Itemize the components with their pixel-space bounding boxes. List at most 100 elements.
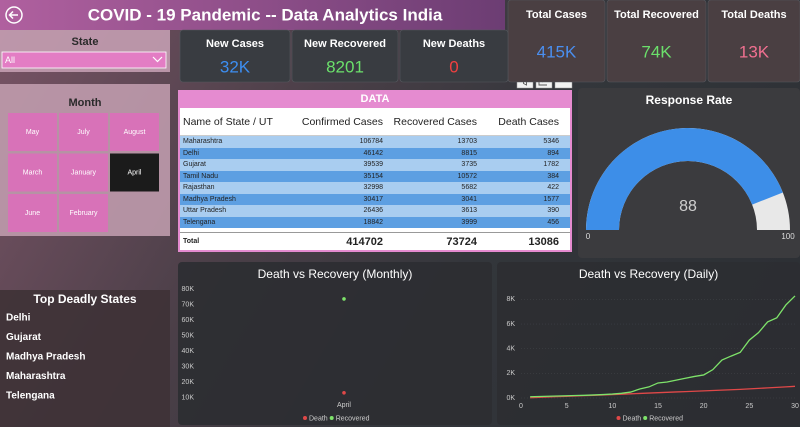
gauge-max: 100: [781, 232, 795, 241]
state-item: Delhi: [6, 313, 31, 324]
column-header: Recovered Cases: [393, 115, 477, 128]
table-cell: Tamil Nadu: [183, 172, 219, 180]
legend-label: Recovered: [649, 415, 683, 422]
month-label: March: [23, 169, 43, 176]
card-value: 13K: [739, 42, 770, 61]
table-row: Gujarat 39539 3735 1782: [180, 159, 570, 171]
table-cell: 422: [547, 184, 559, 192]
chart-panel: [178, 262, 492, 425]
table-cell: 3999: [461, 218, 477, 226]
y-tick-label: 6K: [506, 321, 515, 328]
card-label: Total Cases: [526, 9, 587, 21]
card: [291, 29, 399, 83]
table-cell: 106784: [359, 138, 383, 146]
month-button[interactable]: [59, 153, 108, 192]
x-tick-label: 0: [519, 403, 523, 410]
table-cell: 13703: [457, 138, 477, 146]
table-cell: 18842: [363, 218, 383, 226]
chart-panel: [497, 262, 800, 425]
header-bar: [0, 0, 505, 30]
table-body: Maharashtra 106784 13703 5346 Delhi 46142 8815…: [180, 136, 570, 232]
month-button[interactable]: [8, 194, 57, 232]
y-tick-label: 50K: [182, 332, 195, 339]
table-row: Uttar Pradesh 26436 3613 390: [180, 205, 570, 217]
month-button[interactable]: [110, 113, 159, 151]
month-label: July: [77, 129, 90, 136]
legend-label: Death: [309, 415, 328, 422]
card-label: New Deaths: [423, 38, 485, 50]
chart-title: Death vs Recovery (Monthly): [258, 267, 413, 281]
top-states-panel: [0, 290, 170, 427]
table-cell: 390: [547, 207, 559, 215]
table-row: Rajasthan 32998 5682 422: [180, 182, 570, 194]
legend-swatch: [303, 416, 307, 420]
month-button[interactable]: [59, 194, 108, 232]
table-cell: 5346: [543, 138, 559, 146]
table-cell: 1577: [543, 195, 559, 203]
table-cell: 46142: [363, 149, 383, 157]
data-point: [342, 391, 346, 395]
card-value: 74K: [641, 42, 672, 61]
y-tick-label: 70K: [182, 302, 195, 309]
state-item: Telengana: [6, 391, 55, 402]
x-tick-label: 5: [565, 403, 569, 410]
table-row: Delhi 46142 8815 894: [180, 147, 570, 159]
card-label: New Cases: [206, 38, 264, 50]
y-tick-label: 80K: [182, 286, 195, 293]
y-tick-label: 2K: [506, 370, 515, 377]
legend-label: Death: [623, 415, 642, 422]
card-value: 0: [449, 57, 458, 76]
legend-swatch: [643, 416, 648, 420]
table-cell: 32998: [363, 184, 383, 192]
table-cell: 39539: [363, 161, 383, 169]
month-button[interactable]: [8, 113, 57, 151]
back-button[interactable]: [5, 6, 23, 24]
card-value: 8201: [326, 57, 364, 76]
card: [606, 0, 707, 83]
gauge-fill: [585, 127, 783, 230]
total-cell: 13086: [528, 235, 559, 248]
state-item: Gujarat: [6, 332, 42, 343]
card-label: New Recovered: [304, 38, 386, 50]
month-label: February: [69, 210, 98, 217]
card: [399, 29, 509, 83]
column-header: Death Cases: [498, 115, 559, 128]
legend-swatch: [616, 416, 621, 420]
month-label: April: [127, 169, 141, 176]
y-tick-label: 0K: [506, 395, 515, 402]
state-dropdown[interactable]: [1, 51, 167, 69]
table-cell: 3613: [461, 207, 477, 215]
x-tick-label: 10: [608, 403, 616, 410]
table-cell: 456: [547, 218, 559, 226]
table-row: Madhya Pradesh 30417 3041 1577: [180, 193, 570, 205]
table-cell: 1782: [543, 161, 559, 169]
x-tick-label: 20: [700, 403, 708, 410]
gauge-min: 0: [586, 232, 591, 241]
gauge-panel: [578, 88, 800, 258]
card-value: 32K: [220, 57, 251, 76]
month-button[interactable]: [59, 113, 108, 151]
table-cell: Madhya Pradesh: [183, 195, 236, 203]
table-row: Telengana 18842 3999 456: [180, 216, 570, 228]
table-total: Total 414702 73724 13086: [180, 232, 570, 250]
series-line: [530, 295, 796, 398]
y-tick-label: 60K: [182, 317, 195, 324]
gauge-title: Response Rate: [646, 93, 733, 107]
x-tick-label: 25: [745, 403, 753, 410]
table-cell: 5682: [461, 184, 477, 192]
state-item: Madhya Pradesh: [6, 352, 85, 363]
card-label: Total Recovered: [614, 9, 699, 21]
table-cell: Telengana: [183, 218, 216, 226]
x-tick-label: April: [337, 402, 351, 409]
y-tick-label: 20K: [182, 379, 195, 386]
state-title: State: [72, 36, 99, 48]
month-button[interactable]: [8, 153, 57, 192]
x-tick-label: 30: [791, 403, 799, 410]
table-row: Maharashtra 106784 13703 5346: [180, 136, 570, 148]
table-cell: Gujarat: [183, 161, 206, 169]
month-title: Month: [69, 97, 102, 109]
month-button[interactable]: [110, 153, 159, 192]
table-cell: 10572: [457, 172, 477, 180]
table-cell: 35154: [363, 172, 383, 180]
